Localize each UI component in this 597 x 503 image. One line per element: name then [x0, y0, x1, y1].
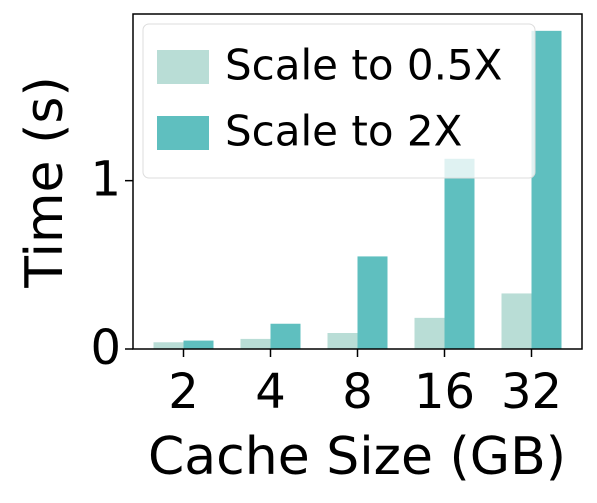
bar — [270, 323, 301, 349]
y-axis-label: Time (s) — [15, 76, 75, 288]
x-tick-label: 4 — [255, 364, 286, 420]
bar — [414, 317, 445, 349]
x-tick-label: 32 — [501, 364, 562, 420]
bar — [183, 340, 214, 349]
legend-swatch — [157, 50, 209, 84]
bar — [531, 30, 562, 350]
x-axis-label: Cache Size (GB) — [148, 427, 566, 487]
bar — [327, 333, 358, 349]
legend-label: Scale to 0.5X — [225, 41, 502, 90]
bar — [501, 293, 532, 349]
bar — [153, 342, 184, 349]
legend-swatch — [157, 116, 209, 150]
x-tick-label: 16 — [414, 364, 475, 420]
bar — [357, 256, 388, 349]
y-tick-label: 0 — [90, 320, 121, 376]
bar — [240, 338, 271, 349]
legend-box — [142, 23, 536, 179]
x-tick-label: 2 — [168, 364, 199, 420]
plot-frame — [132, 13, 583, 350]
y-tick-label: 1 — [90, 152, 121, 208]
x-tick-label: 8 — [342, 364, 373, 420]
legend-label: Scale to 2X — [225, 107, 462, 156]
bar — [444, 158, 475, 349]
